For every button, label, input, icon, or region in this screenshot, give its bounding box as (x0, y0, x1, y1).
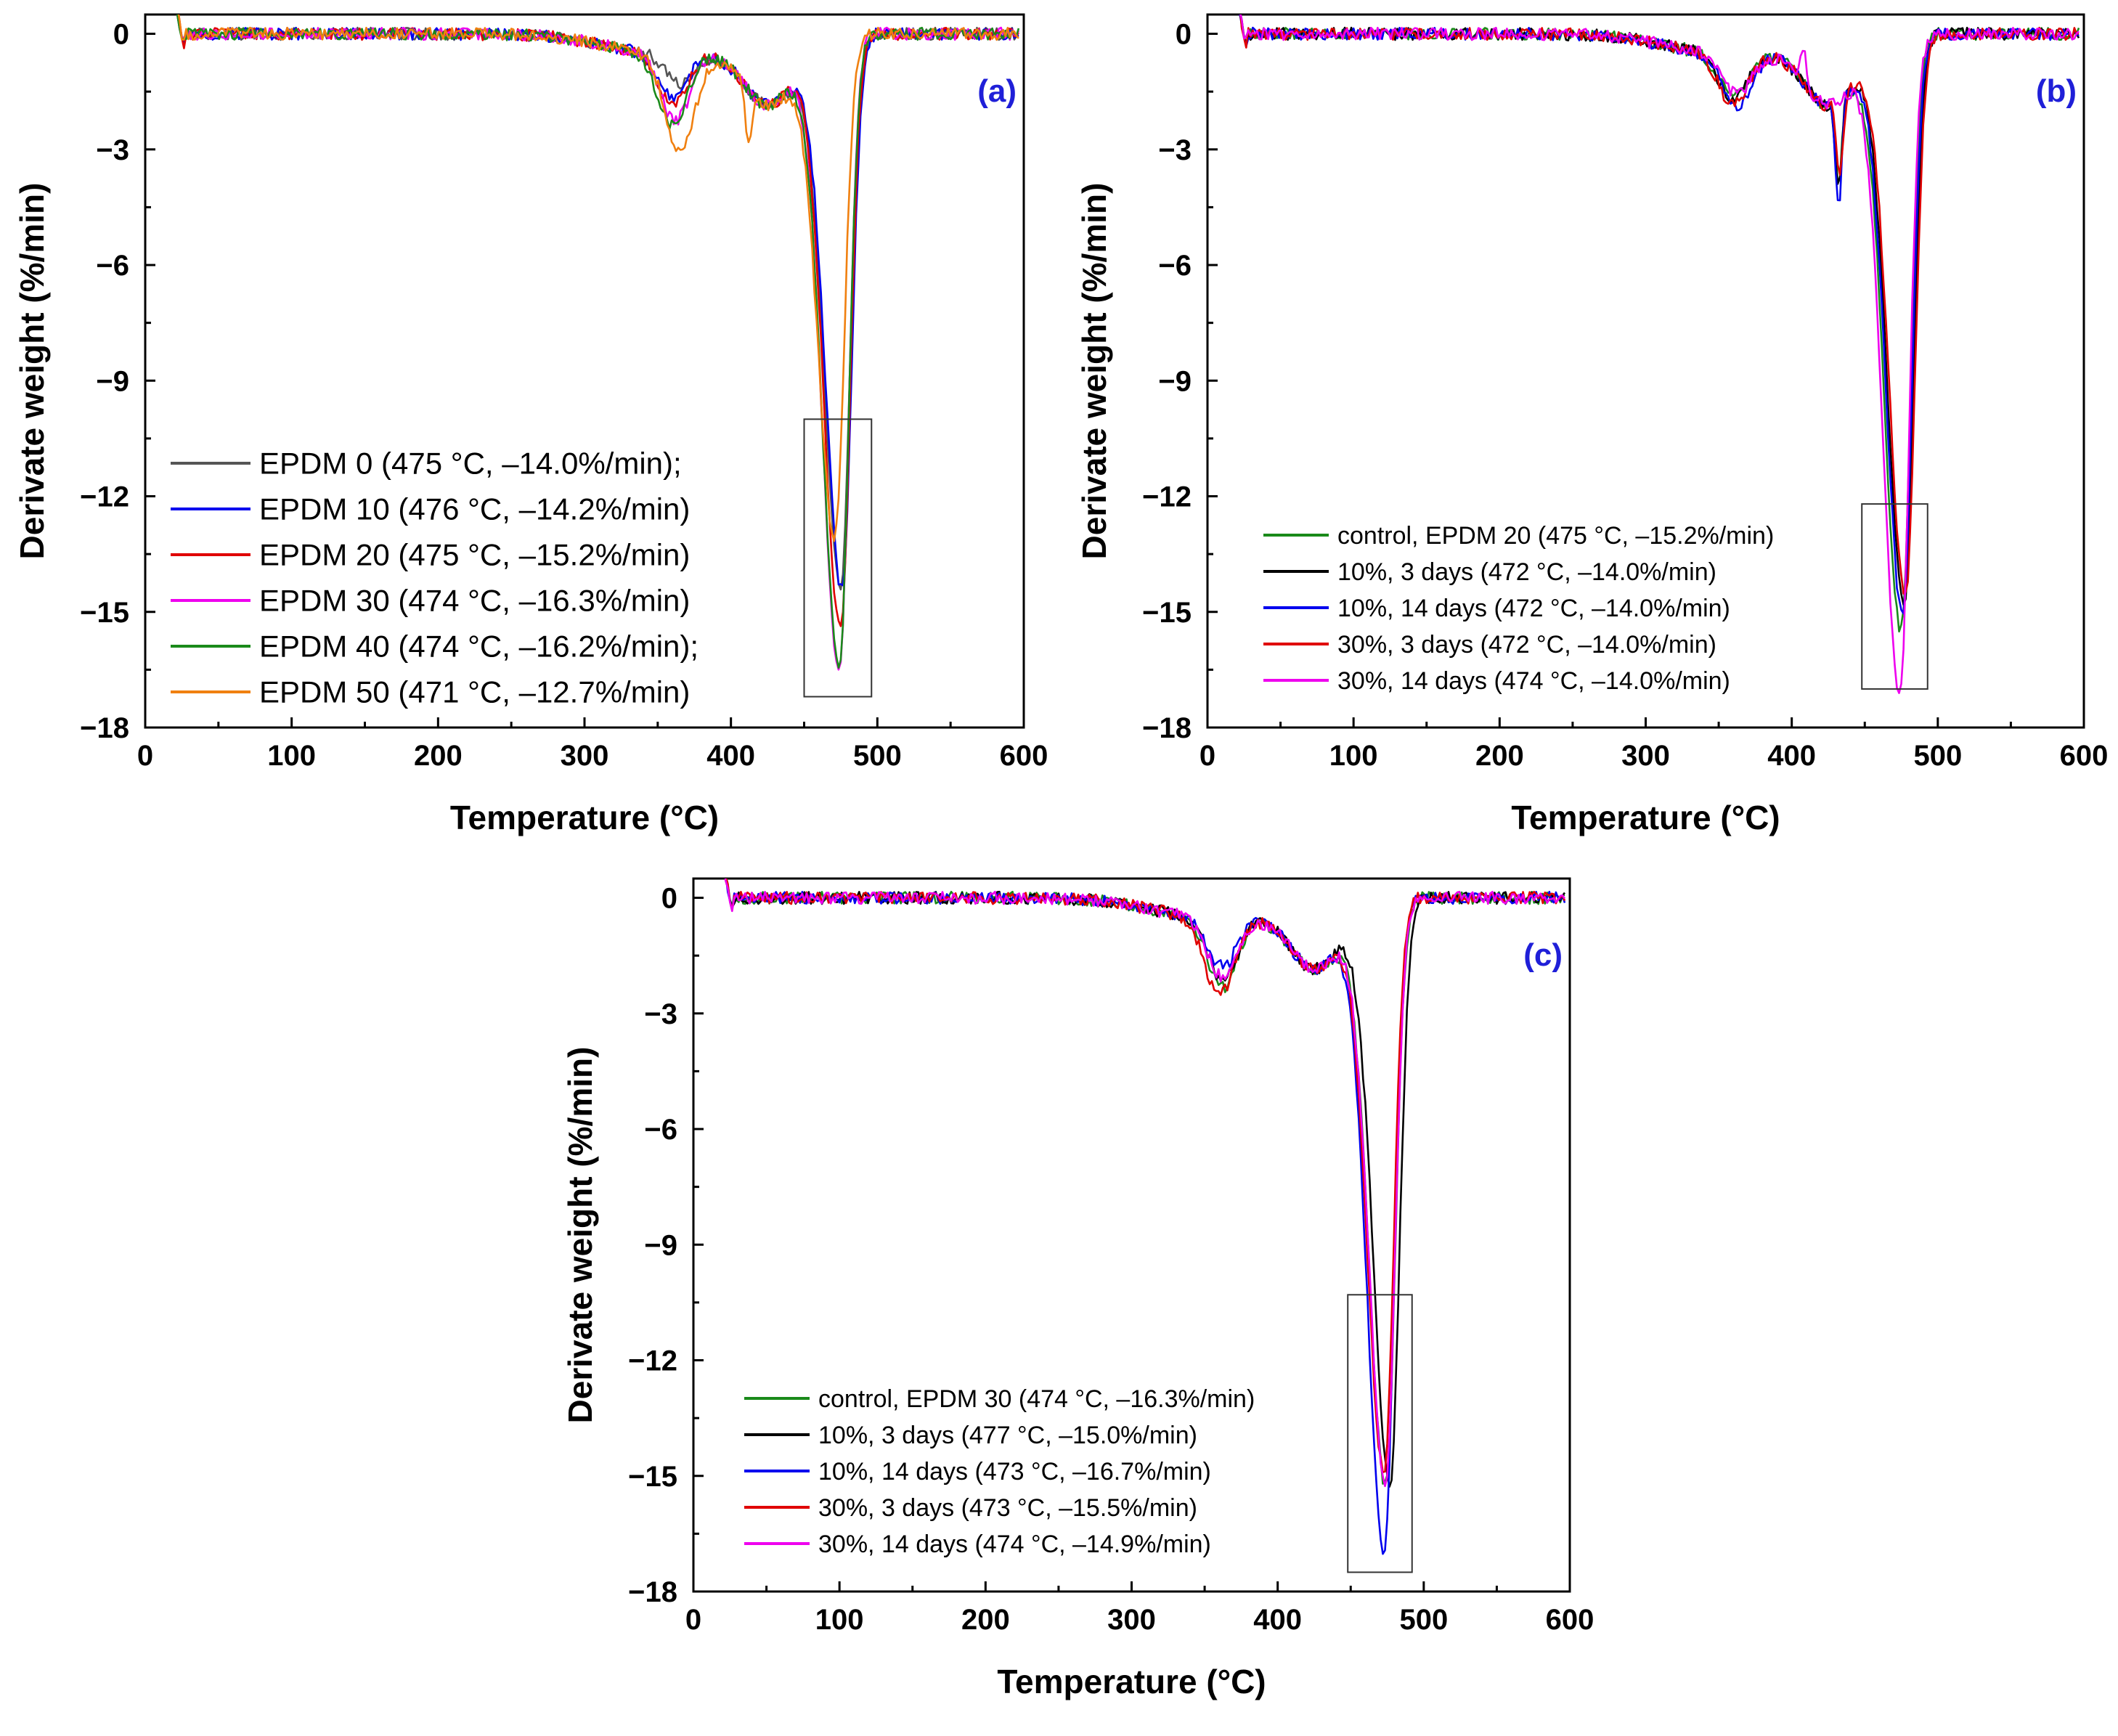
x-tick-label: 600 (1546, 1604, 1594, 1636)
y-axis-label: Derivate weight (%/min) (13, 183, 51, 560)
legend-label: EPDM 30 (474 °C, –16.3%/min) (259, 584, 690, 618)
y-tick-label: −3 (1158, 134, 1192, 166)
x-tick-label: 100 (267, 740, 316, 772)
y-tick-label: −9 (1158, 365, 1192, 397)
x-axis-label: Temperature (°C) (1511, 799, 1780, 836)
y-tick-label: 0 (113, 19, 129, 51)
x-tick-label: 0 (137, 740, 153, 772)
legend-label: EPDM 20 (475 °C, –15.2%/min) (259, 538, 690, 572)
legend-label: 10%, 3 days (477 °C, –15.0%/min) (818, 1422, 1197, 1449)
legend-label: EPDM 50 (471 °C, –12.7%/min) (259, 675, 690, 709)
y-tick-label: −3 (644, 998, 677, 1030)
x-tick-label: 600 (2060, 740, 2109, 772)
legend-label: 30%, 3 days (472 °C, –14.0%/min) (1337, 631, 1716, 659)
x-tick-label: 400 (1253, 1604, 1302, 1636)
x-axis-label: Temperature (°C) (450, 799, 719, 836)
legend-label: control, EPDM 30 (474 °C, –16.3%/min) (818, 1385, 1255, 1413)
series-line-5 (177, 15, 1019, 542)
y-tick-label: 0 (661, 883, 677, 915)
panel-label: (a) (977, 73, 1017, 109)
series-line-4 (724, 879, 1566, 1488)
legend-label: 30%, 14 days (474 °C, –14.9%/min) (818, 1531, 1211, 1558)
x-tick-label: 100 (1329, 740, 1378, 772)
x-tick-label: 300 (1621, 740, 1670, 772)
zoom-box (1861, 503, 1928, 690)
y-tick-label: −3 (96, 134, 129, 166)
chart-panel-0: 0 100 200 300 400 500 600 0 −3 −6 −9 −12 −15 −18 Tempe… (13, 13, 1048, 836)
chart-panel-1: 0 100 200 300 400 500 600 0 −3 −6 −9 −12 −15 −18 Tempe… (1075, 13, 2109, 836)
x-tick-label: 400 (706, 740, 755, 772)
legend: control, EPDM 30 (474 °C, –16.3%/min) 10%… (744, 1385, 1255, 1558)
plot-frame (144, 13, 1025, 729)
y-tick-label: −15 (1142, 597, 1192, 629)
series-line-3 (725, 879, 1566, 1474)
legend-label: EPDM 40 (474 °C, –16.2%/min); (259, 629, 698, 664)
y-tick-label: −12 (80, 481, 129, 513)
y-axis-label: Derivate weight (%/min) (561, 1047, 599, 1424)
y-tick-label: −12 (628, 1345, 677, 1377)
x-tick-label: 200 (414, 740, 463, 772)
y-tick-label: −9 (644, 1229, 677, 1261)
x-tick-label: 500 (1399, 1604, 1448, 1636)
y-axis-label: Derivate weight (%/min) (1075, 183, 1113, 560)
legend: EPDM 0 (475 °C, –14.0%/min); EPDM 10 (476… (171, 447, 698, 709)
x-tick-label: 300 (561, 740, 609, 772)
y-tick-label: −6 (96, 250, 129, 282)
zoom-box (1347, 1294, 1413, 1573)
legend: control, EPDM 20 (475 °C, –15.2%/min) 10%… (1263, 522, 1774, 695)
x-axis-label: Temperature (°C) (997, 1663, 1266, 1700)
x-tick-label: 300 (1107, 1604, 1156, 1636)
x-tick-label: 400 (1767, 740, 1816, 772)
y-tick-label: −6 (1158, 250, 1192, 282)
legend-label: 10%, 14 days (472 °C, –14.0%/min) (1337, 595, 1730, 622)
x-tick-label: 0 (685, 1604, 701, 1636)
x-tick-label: 200 (1475, 740, 1524, 772)
x-tick-label: 500 (853, 740, 902, 772)
panel-label: (b) (2036, 73, 2077, 109)
y-tick-label: −6 (644, 1114, 677, 1146)
zoom-box (803, 418, 873, 698)
legend-label: 10%, 14 days (473 °C, –16.7%/min) (818, 1458, 1211, 1486)
series-line-3 (1239, 15, 2080, 595)
legend-label: control, EPDM 20 (475 °C, –15.2%/min) (1337, 522, 1774, 550)
series-line-4 (1239, 15, 2080, 694)
legend-label: EPDM 10 (476 °C, –14.2%/min) (259, 492, 690, 526)
chart-panel-2: 0 100 200 300 400 500 600 0 −3 −6 −9 −12 −15 −18 Tempe… (561, 877, 1594, 1700)
legend-label: 10%, 3 days (472 °C, –14.0%/min) (1337, 558, 1716, 586)
x-tick-label: 100 (815, 1604, 864, 1636)
panel-label: (c) (1523, 937, 1563, 973)
y-tick-label: −18 (80, 712, 129, 744)
legend-label: 30%, 3 days (473 °C, –15.5%/min) (818, 1494, 1197, 1522)
legend-label: 30%, 14 days (474 °C, –14.0%/min) (1337, 667, 1730, 695)
x-tick-label: 500 (1913, 740, 1962, 772)
x-tick-label: 0 (1199, 740, 1215, 772)
y-tick-label: −15 (628, 1461, 677, 1493)
y-tick-label: −18 (1142, 712, 1192, 744)
y-tick-label: 0 (1176, 19, 1192, 51)
legend-label: EPDM 0 (475 °C, –14.0%/min); (259, 447, 682, 481)
x-tick-label: 200 (961, 1604, 1010, 1636)
series-line-2 (177, 15, 1019, 627)
y-tick-label: −12 (1142, 481, 1192, 513)
y-tick-label: −18 (628, 1576, 677, 1608)
y-tick-label: −9 (96, 365, 129, 397)
y-tick-label: −15 (80, 597, 129, 629)
x-tick-label: 600 (1000, 740, 1048, 772)
series-line-1 (1239, 15, 2080, 606)
